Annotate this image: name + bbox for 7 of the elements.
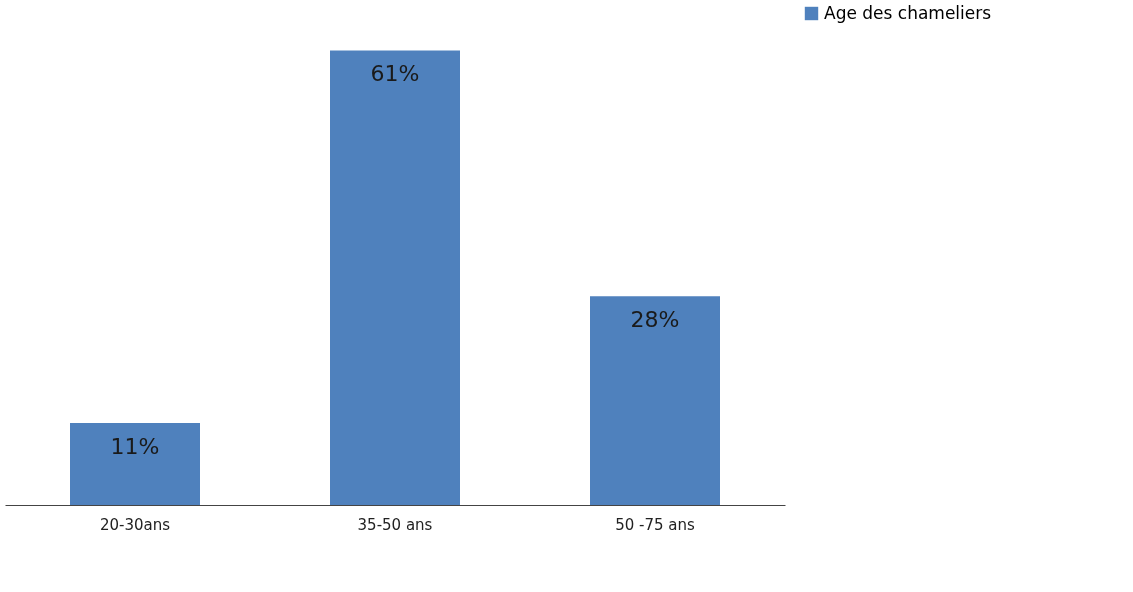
x-tick-label: 20-30ans [99, 515, 171, 534]
x-tick-label: 35-50 ans [357, 515, 433, 534]
data-label: 61% [370, 61, 420, 87]
legend-label: Age des chameliers [824, 2, 992, 23]
data-label: 11% [110, 434, 160, 460]
x-tick-label: 50 -75 ans [615, 515, 695, 534]
data-label: 28% [630, 307, 680, 333]
